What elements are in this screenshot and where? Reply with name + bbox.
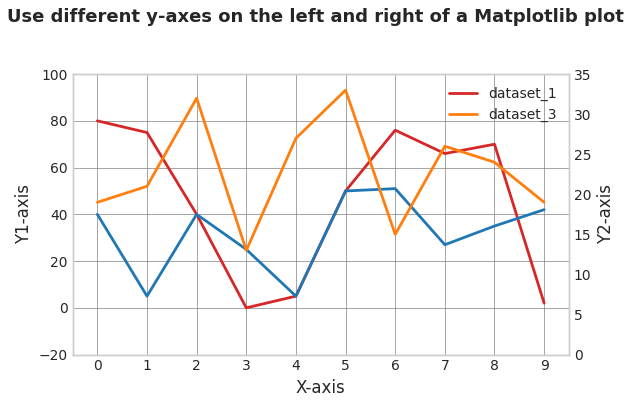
dataset_3 xyxy=(94,200,101,205)
dataset_1 xyxy=(342,189,350,194)
dataset_1 xyxy=(441,151,449,156)
dataset_3 xyxy=(193,96,200,101)
dataset_1 xyxy=(193,212,200,217)
dataset_1 xyxy=(94,118,101,123)
dataset_3 xyxy=(441,144,449,149)
dataset_3 xyxy=(391,232,399,237)
dataset_1 xyxy=(391,128,399,133)
dataset_1 xyxy=(143,130,151,135)
dataset_3 xyxy=(342,88,350,93)
Legend: dataset_1, dataset_3: dataset_1, dataset_3 xyxy=(444,81,562,127)
Text: Use different y-axes on the left and right of a Matplotlib plot: Use different y-axes on the left and rig… xyxy=(6,8,624,26)
dataset_3 xyxy=(491,160,498,165)
dataset_3 xyxy=(143,184,151,189)
dataset_3 xyxy=(541,200,548,205)
dataset_1 xyxy=(541,301,548,306)
Line: dataset_3: dataset_3 xyxy=(98,90,544,250)
dataset_3 xyxy=(243,248,250,253)
dataset_3 xyxy=(292,136,300,140)
Line: dataset_1: dataset_1 xyxy=(98,121,544,308)
dataset_1 xyxy=(292,294,300,299)
Y-axis label: Y2-axis: Y2-axis xyxy=(597,184,615,244)
Y-axis label: Y1-axis: Y1-axis xyxy=(15,184,33,244)
X-axis label: X-axis: X-axis xyxy=(296,379,346,397)
dataset_1 xyxy=(243,305,250,310)
dataset_1 xyxy=(491,142,498,147)
